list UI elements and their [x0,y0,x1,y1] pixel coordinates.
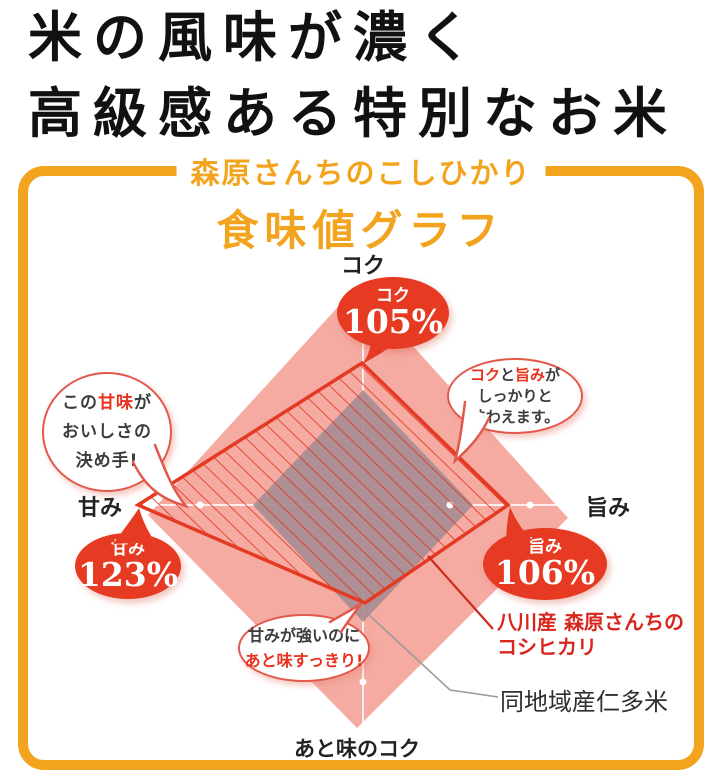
note-line: この甘味が [62,392,152,413]
legend-koshihikari-line2: コシヒカリ [497,635,597,659]
legend-nitamai: 同地域産仁多米 [500,688,668,716]
value-bubble-koku: コク 105% [337,277,449,349]
note-line: 味わえます。 [470,407,560,426]
axis-label-koku: コク [340,254,385,279]
legend-koshihikari: 八川産 森原さんちの コシヒカリ [497,610,684,660]
panel-header: 森原さんちのこしひかり [176,150,546,192]
graph-panel-frame: 森原さんちのこしひかり [18,150,704,770]
note-line: 甘みが強いのに [247,626,360,645]
note-line: コクと旨みが [469,365,561,384]
value-bubble-umami-label: 旨み [528,537,562,557]
headline: 米の風味が濃く 高級感ある特別なお米 [28,0,678,152]
note-line: あと味すっきり! [244,651,364,670]
note-bubble-koku-umami: コクと旨みが しっかりと 味わえます。 [447,358,583,434]
axis-label-amami: 甘み [78,496,123,521]
note-line: しっかりと [477,386,553,405]
value-bubble-amami-value: 123% [77,555,179,594]
axis-label-umami: 旨み [586,496,631,521]
value-bubble-amami-label: 甘み [111,539,145,559]
value-bubble-umami-value: 106% [494,553,596,592]
value-bubble-umami: 旨み 106% [483,528,607,600]
note-bubble-sweetness: この甘味が おいしさの 決め手! [42,372,172,492]
value-bubble-koku-value: 105% [342,302,444,341]
note-line: おいしさの [62,421,152,442]
value-bubble-koku-label: コク [376,286,410,306]
graph-title: 食味値グラフ [216,206,505,255]
legend-koshihikari-line1: 八川産 森原さんちの [497,610,684,634]
headline-line1: 米の風味が濃く [28,6,483,69]
headline-line2: 高級感ある特別なお米 [28,82,678,145]
note-line: 決め手! [75,450,139,471]
note-bubble-aftertaste: 甘みが強いのに あと味すっきり! [238,614,370,682]
value-bubble-amami: 甘み 123% [75,533,181,599]
axis-label-atoaji: あと味のコク [294,737,420,761]
